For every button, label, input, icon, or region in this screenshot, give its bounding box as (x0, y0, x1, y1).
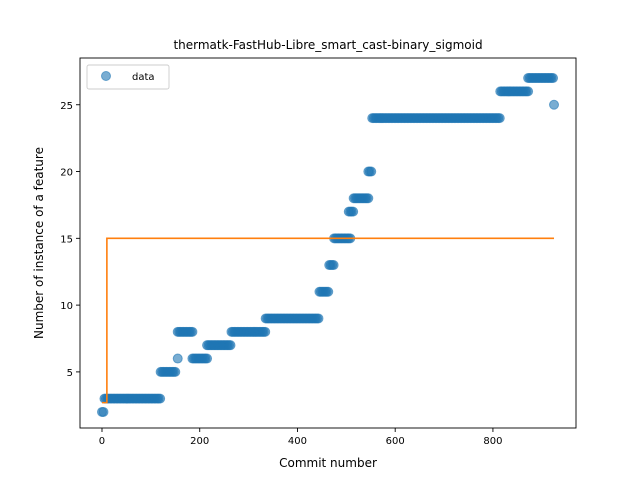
data-point (523, 86, 534, 97)
data-point (313, 313, 324, 324)
y-tick-label: 10 (60, 301, 73, 312)
data-point (363, 193, 374, 204)
y-axis-label: Number of instance of a feature (32, 147, 46, 339)
x-tick-label: 0 (99, 436, 105, 447)
axis-layer: 0 200 400 600 800 5 10 15 20 25 (60, 101, 502, 447)
data-point (172, 353, 183, 364)
data-point (170, 366, 181, 377)
data-point (549, 99, 560, 110)
y-tick-label: 5 (67, 368, 73, 379)
legend-box (86, 64, 170, 90)
data-point (202, 353, 213, 364)
y-tick-label: 15 (60, 234, 73, 245)
x-tick-label: 200 (190, 436, 209, 447)
data-point (187, 326, 198, 337)
x-axis-label: Commit number (279, 456, 377, 470)
legend-label-data: data (132, 72, 155, 83)
legend-marker-data (101, 71, 111, 81)
y-tick-label: 20 (60, 168, 73, 179)
data-point (348, 206, 359, 217)
data-point (260, 326, 271, 337)
data-point (548, 73, 559, 84)
legend: data (86, 64, 170, 90)
x-tick-label: 400 (288, 436, 307, 447)
y-tick-label: 25 (60, 101, 73, 112)
data-point (225, 340, 236, 351)
plot-frame (79, 57, 577, 429)
data-point (98, 406, 109, 417)
fit-line (101, 237, 555, 404)
x-tick-label: 600 (386, 436, 405, 447)
data-point (366, 166, 377, 177)
x-tick-label: 800 (483, 436, 502, 447)
data-point (328, 260, 339, 271)
chart-title: thermatk-FastHub-Libre_smart_cast-binary… (173, 38, 482, 52)
data-point (155, 393, 166, 404)
data-point (323, 286, 334, 297)
data-layer (96, 73, 560, 417)
data-point (494, 113, 505, 124)
